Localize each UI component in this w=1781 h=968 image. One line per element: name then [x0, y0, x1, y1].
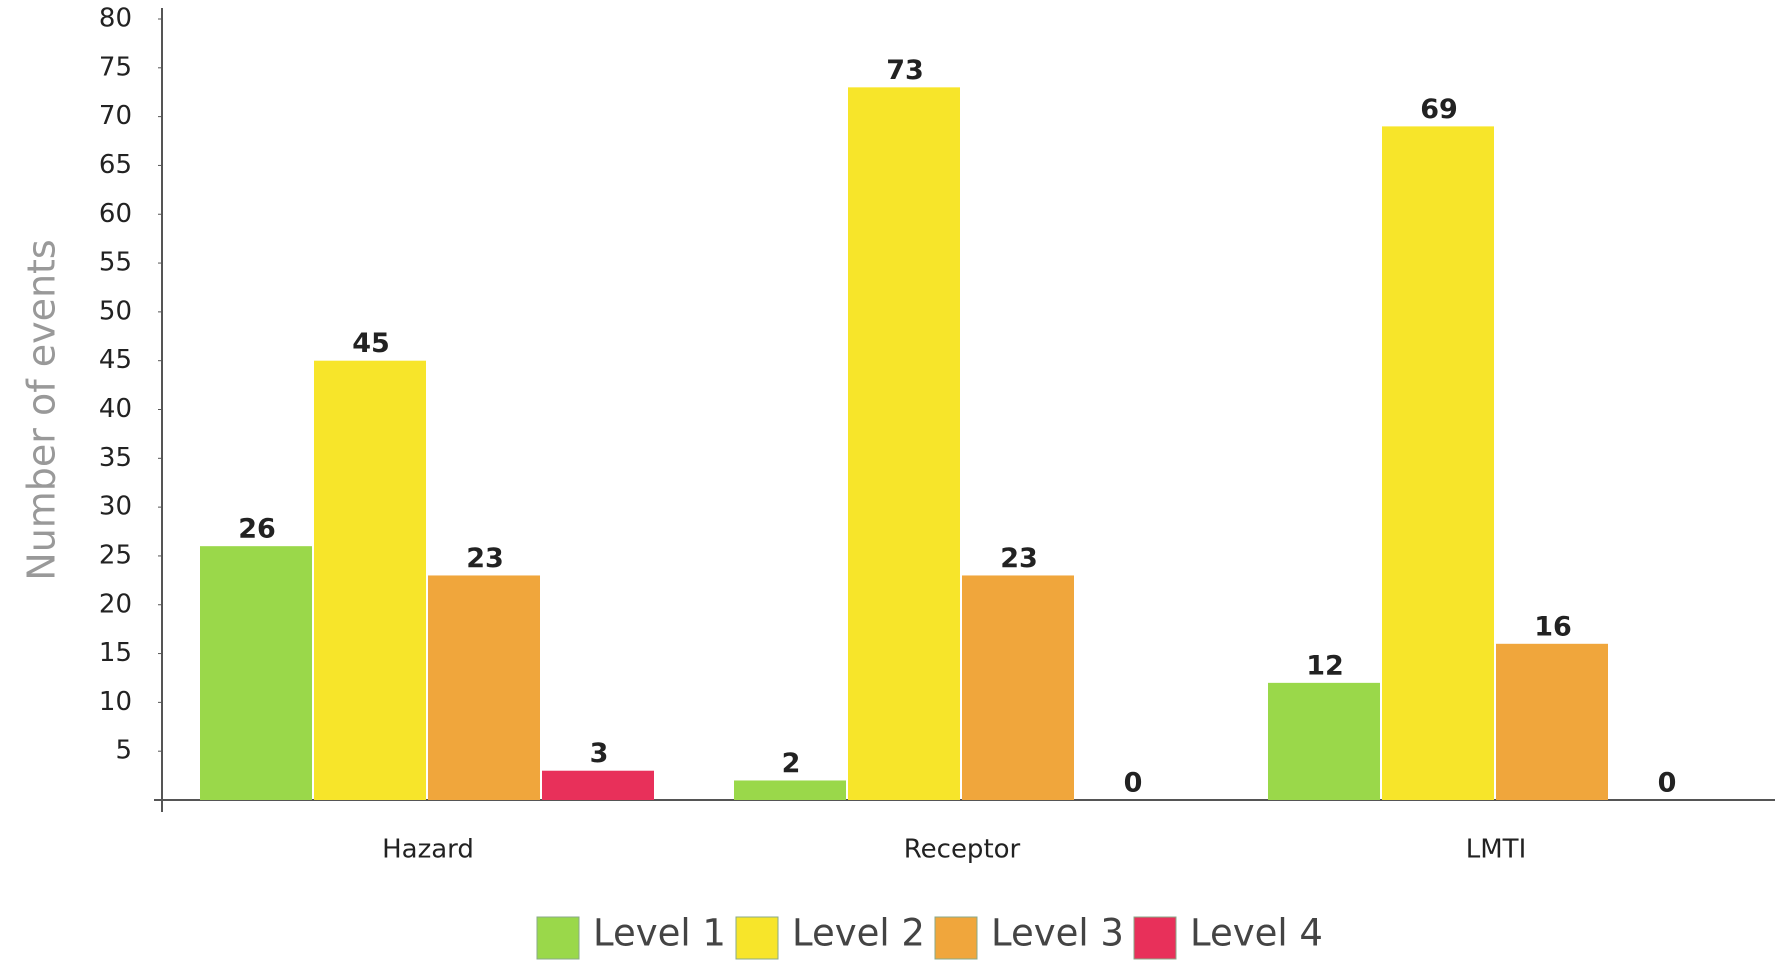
x-tick-label: Hazard	[382, 835, 474, 865]
legend-swatch	[536, 916, 580, 960]
y-tick-label: 10	[99, 687, 132, 717]
y-tick-label: 5	[115, 736, 132, 766]
value-label: 2	[782, 748, 801, 779]
x-tick-label: LMTI	[1466, 835, 1526, 865]
bar	[962, 575, 1074, 800]
y-tick-label: 80	[99, 4, 132, 34]
bar	[200, 546, 312, 800]
value-label: 0	[1124, 768, 1143, 799]
y-tick-label: 35	[99, 443, 132, 473]
legend-label: Level 3	[991, 912, 1124, 955]
value-label: 23	[1000, 543, 1038, 574]
y-tick-label: 65	[99, 150, 132, 180]
x-tick-label: Receptor	[904, 835, 1021, 865]
value-label: 3	[590, 738, 609, 769]
value-label: 16	[1534, 611, 1572, 642]
y-tick-label: 40	[99, 394, 132, 424]
bar	[1268, 682, 1380, 800]
y-tick-label: 20	[99, 589, 132, 619]
y-axis-label: Number of events	[20, 239, 64, 580]
value-label: 69	[1420, 94, 1458, 125]
value-label: 12	[1306, 650, 1344, 681]
bar	[1496, 643, 1608, 800]
legend-swatch	[1133, 916, 1177, 960]
value-label: 45	[352, 328, 390, 359]
bar	[1382, 126, 1494, 800]
bar	[314, 360, 426, 800]
y-tick-label: 70	[99, 101, 132, 131]
value-label: 73	[886, 55, 924, 86]
bar	[734, 780, 846, 800]
y-tick-label: 75	[99, 52, 132, 82]
value-label: 0	[1658, 768, 1677, 799]
y-tick-label: 25	[99, 540, 132, 570]
y-tick-label: 15	[99, 638, 132, 668]
y-tick-label: 60	[99, 199, 132, 229]
legend-label: Level 4	[1190, 912, 1323, 955]
bar	[542, 770, 654, 800]
legend-label: Level 2	[792, 912, 925, 955]
legend-swatch	[735, 916, 779, 960]
y-tick-label: 50	[99, 296, 132, 326]
y-tick-label: 45	[99, 345, 132, 375]
legend-swatch	[934, 916, 978, 960]
bar	[428, 575, 540, 800]
y-tick-label: 55	[99, 248, 132, 278]
value-label: 23	[466, 543, 504, 574]
bar	[848, 87, 960, 800]
legend-label: Level 1	[593, 912, 726, 955]
value-label: 26	[238, 514, 276, 545]
y-tick-label: 30	[99, 492, 132, 522]
